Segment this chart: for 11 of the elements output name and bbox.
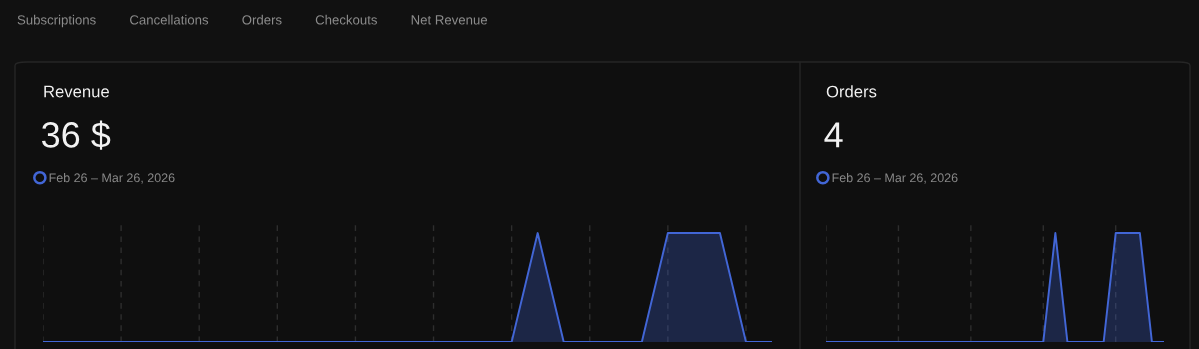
chart-title: Orders <box>826 85 877 98</box>
chart-subtitle: 36 $ <box>41 120 111 150</box>
legend-label: Feb 26 – Mar 26, 2026 <box>49 173 175 184</box>
text: Net Revenue <box>411 15 488 25</box>
chart-subtitle: 4 <box>824 122 843 148</box>
chart-title: Revenue <box>44 85 109 98</box>
legend-label: Feb 26 – Mar 26, 2026 <box>832 173 958 184</box>
text: Orders <box>242 14 282 25</box>
text: Subscriptions <box>17 14 96 28</box>
text: Cancellations <box>130 14 209 25</box>
text: Checkouts <box>315 14 377 25</box>
